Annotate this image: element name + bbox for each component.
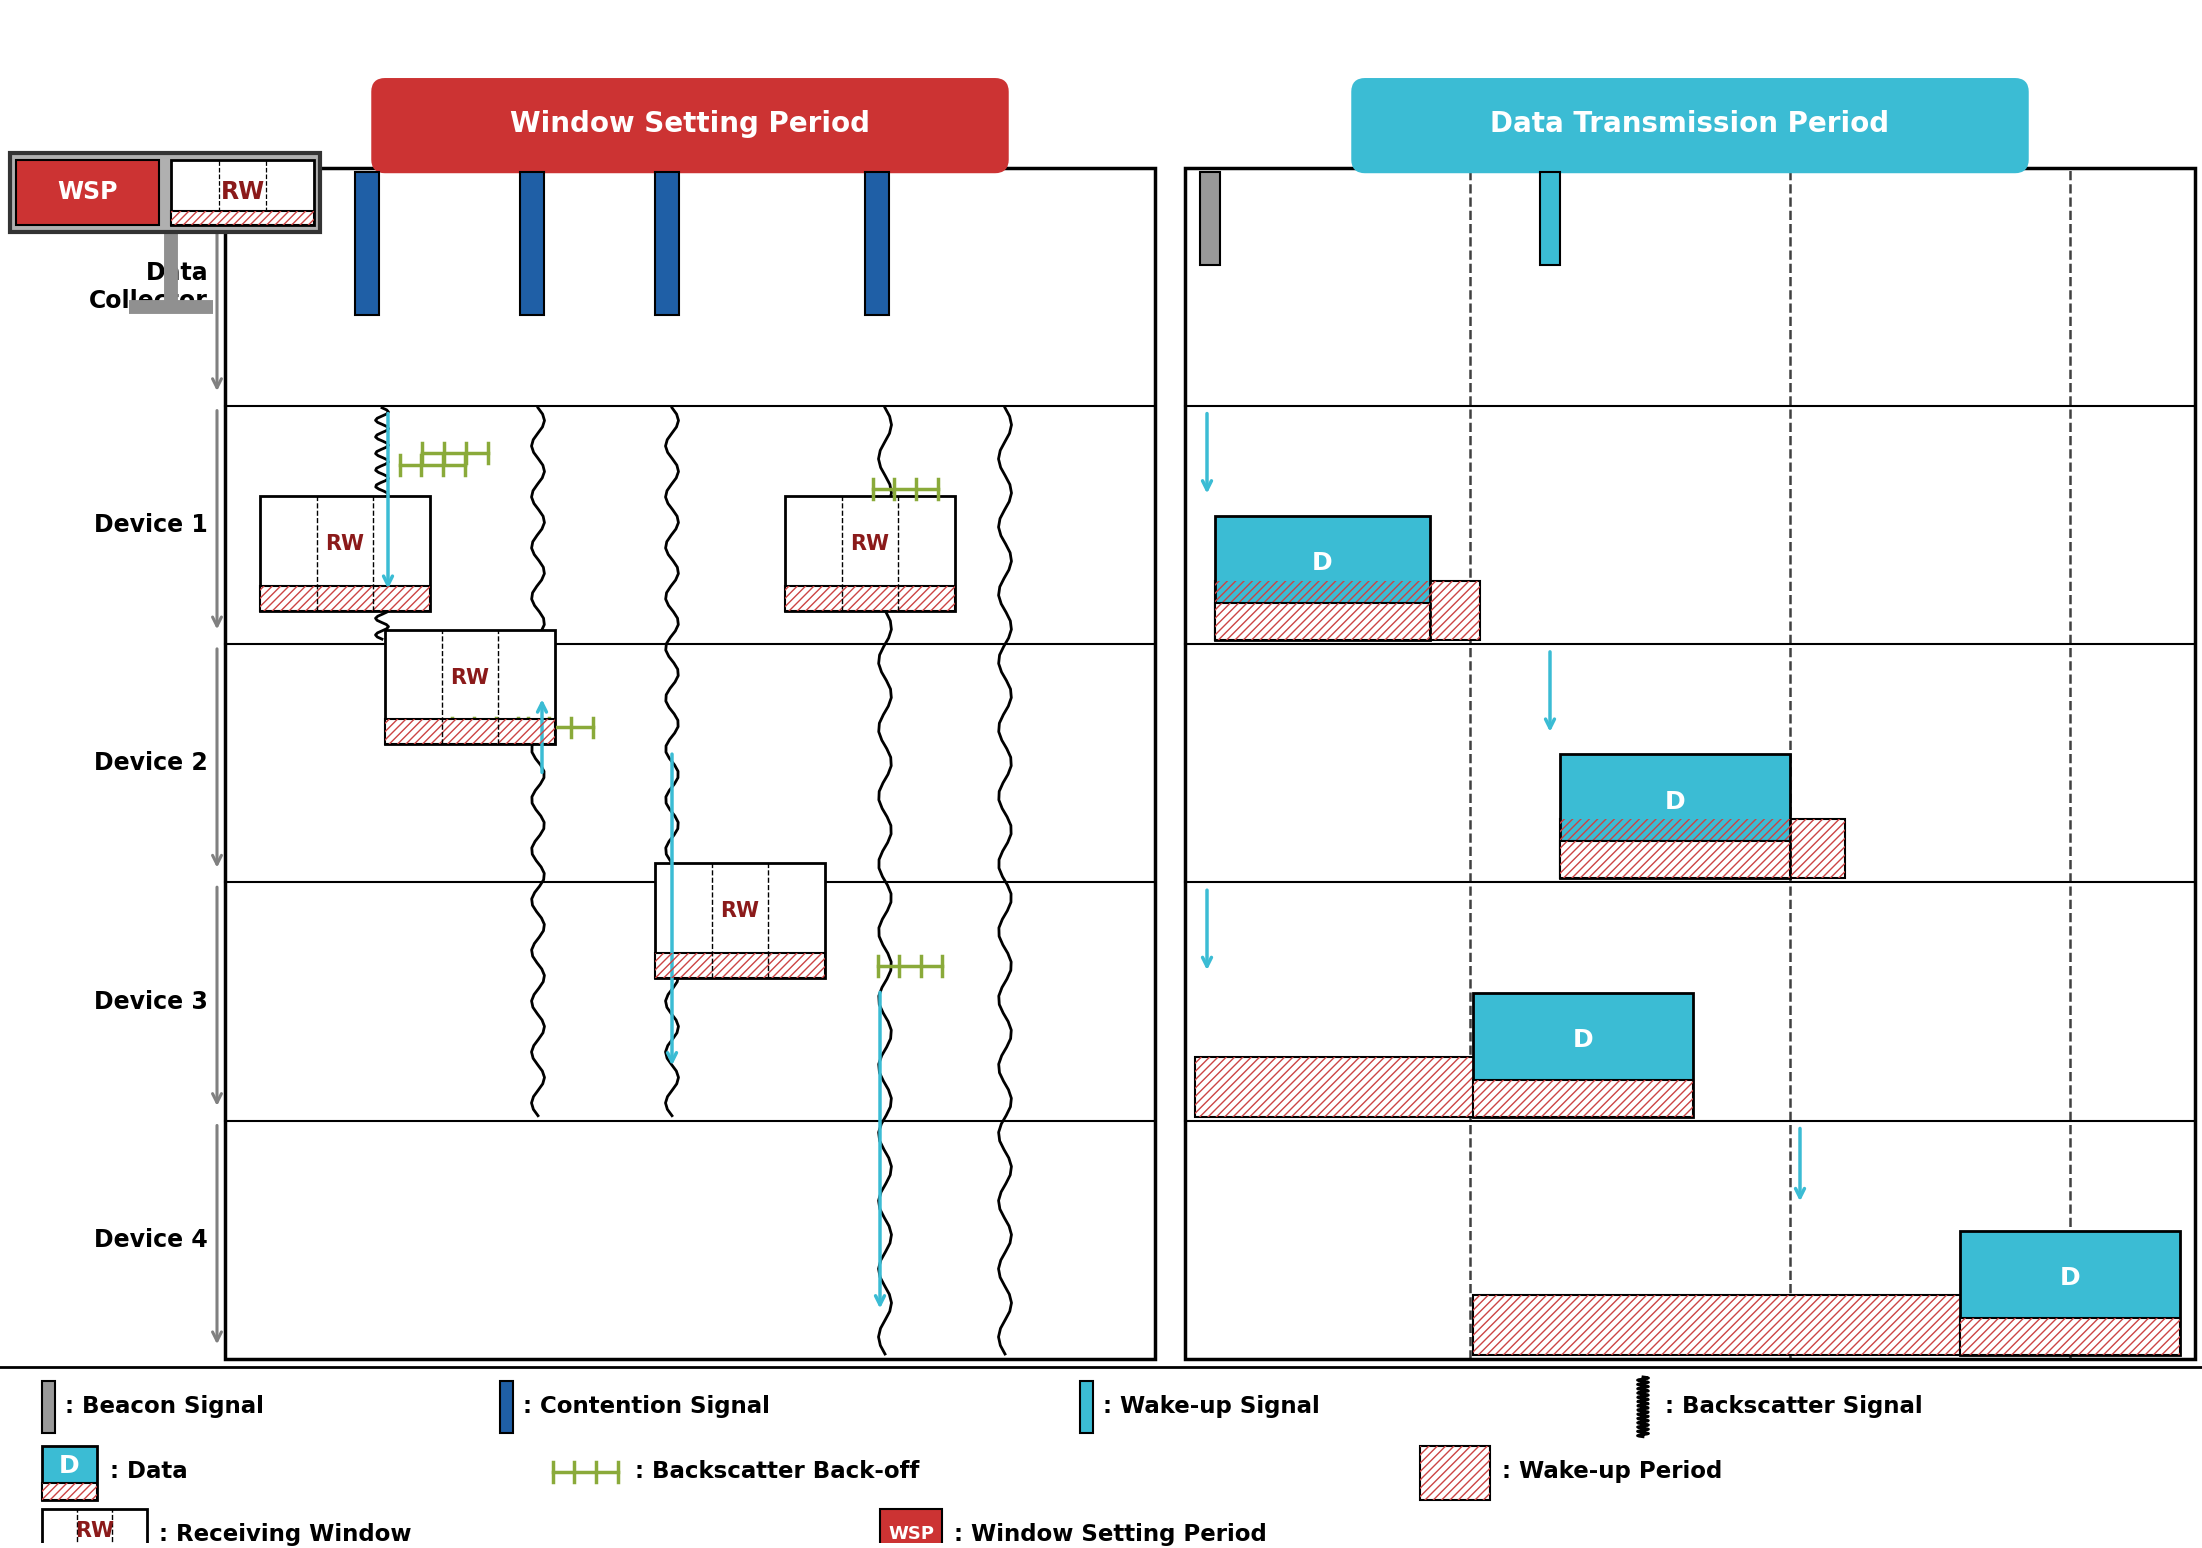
- Text: Device 3: Device 3: [95, 989, 207, 1014]
- Bar: [1420, 1446, 1491, 1500]
- Bar: [1185, 167, 2195, 1359]
- Bar: [1196, 1057, 1660, 1116]
- Bar: [1559, 841, 1790, 878]
- Text: : Window Setting Period: : Window Setting Period: [953, 1523, 1266, 1546]
- Bar: [172, 211, 315, 226]
- Bar: [260, 497, 429, 611]
- Bar: [1216, 580, 1480, 641]
- Text: Device 4: Device 4: [95, 1228, 207, 1252]
- Bar: [1539, 172, 1561, 265]
- Bar: [1420, 1446, 1491, 1500]
- Text: RW: RW: [720, 901, 760, 921]
- Bar: [42, 1381, 55, 1433]
- Bar: [1559, 819, 1845, 878]
- Text: WSP: WSP: [887, 1525, 934, 1543]
- Bar: [385, 718, 555, 745]
- Bar: [784, 585, 956, 611]
- Text: RW: RW: [220, 181, 264, 204]
- Text: D: D: [59, 1454, 79, 1478]
- Text: Device 1: Device 1: [95, 512, 207, 537]
- Text: : Backscatter Back-off: : Backscatter Back-off: [634, 1460, 920, 1483]
- Text: : Data: : Data: [110, 1460, 187, 1483]
- Bar: [385, 630, 555, 745]
- Text: Window Setting Period: Window Setting Period: [511, 110, 870, 138]
- Bar: [520, 172, 544, 316]
- Bar: [784, 497, 956, 611]
- Bar: [1473, 992, 1693, 1116]
- Text: Data
Collector: Data Collector: [88, 260, 207, 313]
- Text: : Beacon Signal: : Beacon Signal: [66, 1395, 264, 1418]
- Bar: [1559, 841, 1790, 878]
- Bar: [654, 864, 826, 978]
- Bar: [1960, 1317, 2180, 1354]
- Bar: [1960, 1317, 2180, 1354]
- Text: D: D: [1312, 551, 1332, 576]
- Bar: [1473, 1079, 1693, 1116]
- Bar: [784, 585, 956, 611]
- Bar: [42, 1483, 97, 1500]
- Bar: [654, 952, 826, 978]
- Bar: [260, 585, 429, 611]
- Text: : Wake-up Signal: : Wake-up Signal: [1103, 1395, 1319, 1418]
- Text: RW: RW: [850, 534, 890, 554]
- Bar: [1079, 1381, 1092, 1433]
- Text: Device 2: Device 2: [95, 751, 207, 776]
- Text: : Wake-up Period: : Wake-up Period: [1502, 1460, 1722, 1483]
- Bar: [385, 718, 555, 745]
- Bar: [355, 172, 379, 316]
- Text: : Backscatter Signal: : Backscatter Signal: [1665, 1395, 1922, 1418]
- FancyBboxPatch shape: [1352, 80, 2028, 172]
- Bar: [1200, 172, 1220, 265]
- Bar: [42, 1446, 97, 1500]
- Bar: [15, 159, 159, 226]
- FancyBboxPatch shape: [372, 80, 1006, 172]
- Bar: [1196, 1057, 1660, 1116]
- Bar: [1559, 819, 1845, 878]
- Text: D: D: [1665, 789, 1685, 814]
- Bar: [1473, 1296, 1984, 1354]
- Bar: [11, 153, 319, 232]
- Bar: [172, 211, 315, 226]
- Text: Data Transmission Period: Data Transmission Period: [1491, 110, 1889, 138]
- Bar: [1216, 602, 1429, 641]
- Bar: [42, 1509, 148, 1548]
- Text: WSP: WSP: [57, 181, 117, 204]
- Text: RW: RW: [326, 534, 366, 554]
- Bar: [1960, 1231, 2180, 1354]
- Text: : Receiving Window: : Receiving Window: [159, 1523, 412, 1546]
- Bar: [225, 167, 1156, 1359]
- Bar: [172, 159, 315, 226]
- Bar: [1216, 602, 1429, 641]
- Bar: [881, 1509, 942, 1548]
- Bar: [1216, 515, 1429, 641]
- Bar: [654, 952, 826, 978]
- Bar: [1473, 1079, 1693, 1116]
- Text: D: D: [1572, 1028, 1594, 1053]
- Bar: [500, 1381, 513, 1433]
- Text: RW: RW: [75, 1522, 115, 1542]
- Text: RW: RW: [451, 667, 489, 687]
- Bar: [1473, 1296, 1984, 1354]
- Text: : Contention Signal: : Contention Signal: [524, 1395, 771, 1418]
- Bar: [260, 585, 429, 611]
- Bar: [1559, 754, 1790, 878]
- Bar: [865, 172, 890, 316]
- Bar: [42, 1483, 97, 1500]
- Bar: [654, 172, 678, 316]
- Bar: [1216, 580, 1480, 641]
- Text: D: D: [2059, 1266, 2081, 1289]
